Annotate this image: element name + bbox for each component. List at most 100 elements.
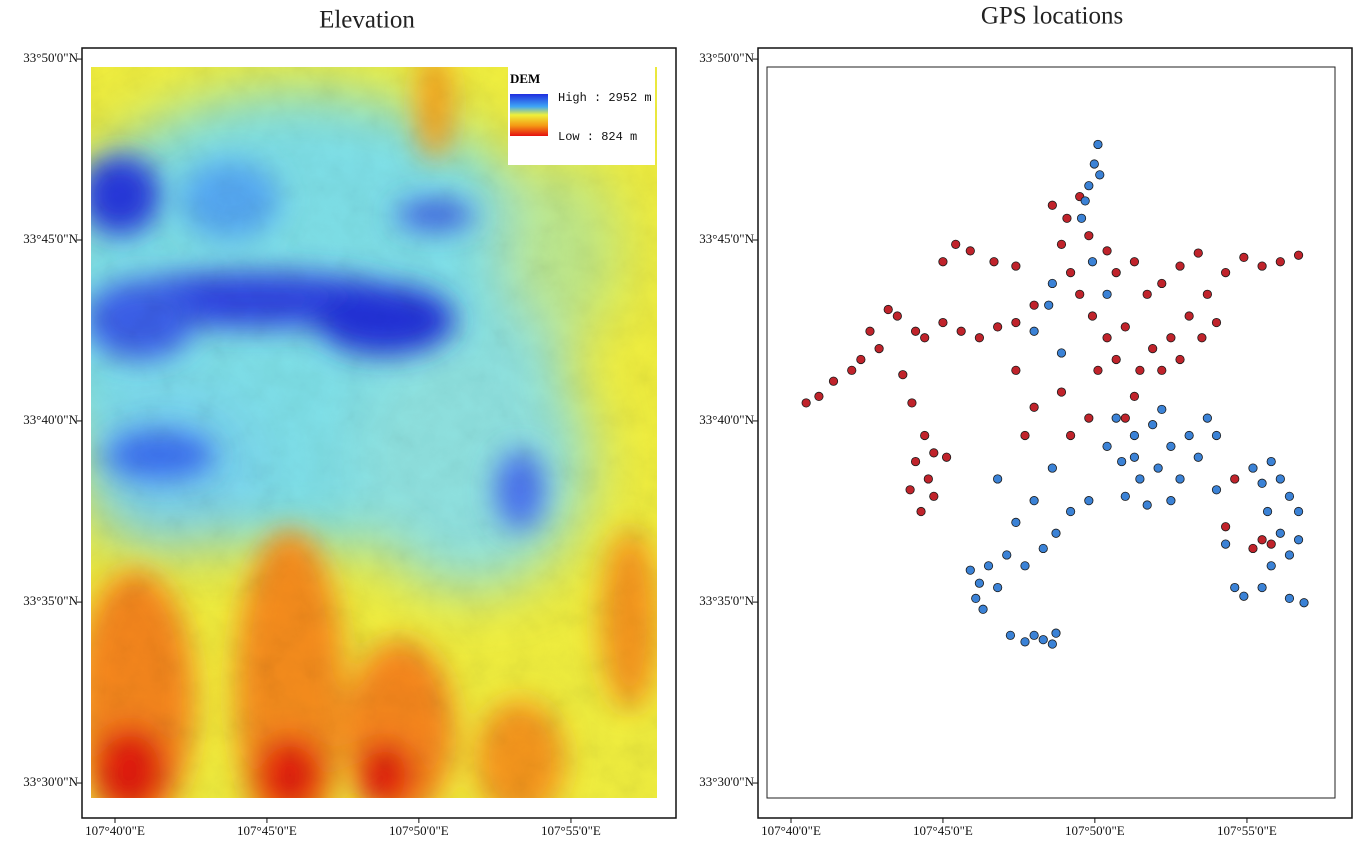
gps-point — [1020, 430, 1030, 441]
gps-point — [1065, 506, 1076, 517]
gps-point — [1084, 181, 1094, 191]
gps-point — [1293, 506, 1304, 517]
gps-point — [1184, 430, 1194, 441]
gps-point — [1102, 333, 1112, 343]
gps-point — [1266, 539, 1276, 549]
gps-point — [941, 452, 952, 462]
gps-point — [1065, 267, 1076, 278]
gps-point — [801, 398, 811, 408]
gps-point — [1020, 561, 1030, 571]
gps-point — [1157, 365, 1167, 375]
gps-point — [1084, 231, 1094, 241]
gps-point — [1051, 628, 1061, 638]
gps-point — [1020, 637, 1030, 647]
gps-point — [1002, 550, 1012, 560]
legend-title: DEM — [510, 71, 540, 86]
x-tick-label: 107°50'0"E — [389, 823, 449, 838]
gps-point — [1029, 630, 1039, 640]
gps-point — [1175, 474, 1185, 484]
gps-point — [1142, 500, 1152, 510]
gps-point — [1084, 496, 1094, 506]
gps-point — [965, 565, 975, 575]
gps-point — [1047, 463, 1057, 473]
gps-point — [1129, 452, 1140, 462]
gps-point — [1038, 635, 1048, 645]
y-tick-label: 33°40'0"N — [23, 412, 78, 427]
gps-point — [938, 257, 948, 267]
x-tick-label: 107°55'0"E — [541, 823, 601, 838]
gps-point — [1284, 491, 1295, 501]
gps-point — [1111, 354, 1121, 365]
gps-point — [1011, 317, 1021, 328]
gps-point — [974, 578, 985, 588]
gps-point — [978, 604, 988, 614]
x-tick-label: 107°50'0"E — [1065, 823, 1125, 838]
gps-point — [1065, 430, 1076, 441]
gps-point — [923, 474, 933, 484]
gps-point — [1120, 413, 1130, 423]
gps-point — [883, 304, 893, 315]
gps-point — [1102, 441, 1112, 451]
gps-point — [1142, 289, 1152, 299]
gps-point — [1080, 196, 1090, 206]
gps-point — [1129, 430, 1140, 441]
gps-point — [1075, 289, 1085, 299]
gps-point — [1257, 535, 1267, 545]
gps-point — [1087, 311, 1098, 321]
y-tick-label: 33°35'0"N — [699, 593, 754, 608]
gps-point — [1257, 261, 1267, 271]
gps-point — [916, 506, 926, 517]
gps-point — [1047, 278, 1057, 289]
gps-point — [1211, 317, 1222, 328]
gps-point — [993, 322, 1003, 332]
x-tick-label: 107°55'0"E — [1217, 823, 1277, 838]
gps-point — [1193, 248, 1203, 258]
gps-point — [1093, 365, 1103, 375]
map-title: Elevation — [319, 7, 415, 34]
gps-point — [1038, 543, 1048, 554]
gps-point — [1275, 474, 1285, 484]
gps-point — [1175, 261, 1185, 271]
gps-point — [983, 561, 994, 571]
gps-point — [974, 333, 985, 343]
y-tick-label: 33°30'0"N — [699, 774, 754, 789]
gps-point — [1239, 591, 1249, 601]
y-tick-label: 33°35'0"N — [23, 593, 78, 608]
gps-point — [1005, 630, 1016, 640]
map-frame — [766, 66, 1336, 799]
elevation-raster — [91, 67, 657, 798]
gps-point — [1293, 250, 1304, 260]
gps-point — [1175, 354, 1185, 365]
gps-point — [1221, 539, 1231, 549]
legend-ramp — [510, 94, 548, 136]
x-tick-label: 107°40'0"E — [85, 823, 145, 838]
gps-point — [1076, 213, 1087, 223]
gps-point — [1056, 387, 1067, 397]
gps-point — [1044, 300, 1054, 310]
gps-point — [828, 376, 839, 386]
gps-point — [1193, 452, 1203, 462]
legend-low: Low : 824 m — [558, 130, 637, 144]
gps-point — [1029, 402, 1039, 412]
gps-point — [1221, 522, 1231, 532]
gps-point — [1120, 322, 1130, 332]
gps-point — [910, 456, 921, 467]
gps-point — [929, 448, 939, 458]
gps-point — [1239, 252, 1249, 262]
gps-point — [1029, 300, 1039, 310]
gps-point — [1047, 639, 1057, 649]
gps-point — [1056, 348, 1067, 358]
gps-point — [1011, 517, 1021, 527]
gps-point — [929, 491, 939, 501]
gps-point — [1284, 550, 1295, 560]
gps-point — [1266, 561, 1276, 571]
gps-point — [865, 326, 875, 336]
gps-point — [1197, 333, 1207, 343]
gps-point — [1221, 267, 1231, 278]
gps-point — [1275, 528, 1285, 538]
gps-point — [1029, 326, 1039, 336]
gps-point — [965, 246, 975, 256]
gps-point — [1062, 213, 1072, 223]
gps-point — [892, 311, 902, 321]
